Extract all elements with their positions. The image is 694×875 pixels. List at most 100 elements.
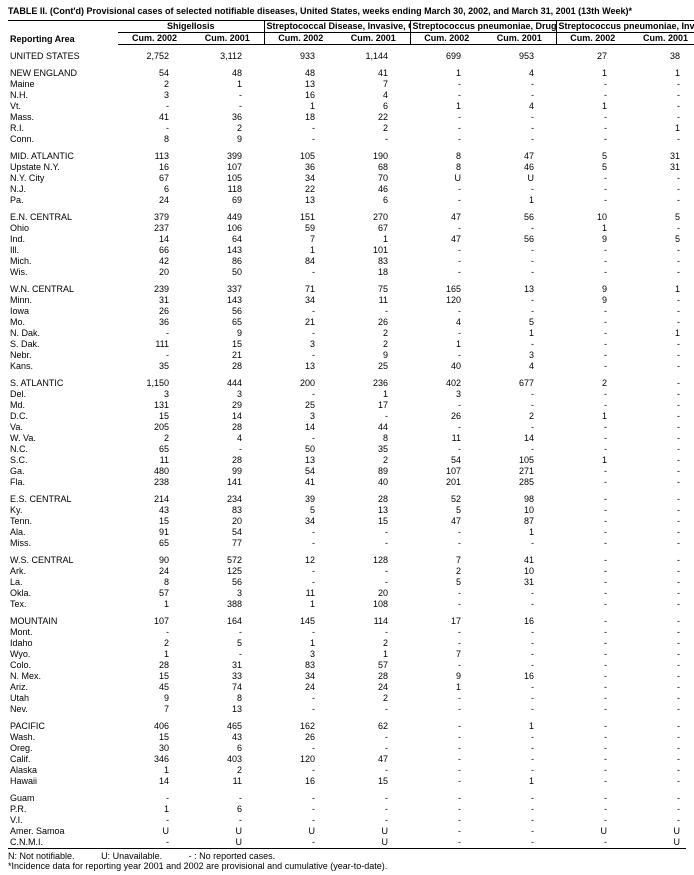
data-cell: 50 (264, 444, 337, 455)
data-cell: 34 (264, 671, 337, 682)
data-cell: - (264, 350, 337, 361)
data-cell: - (556, 245, 629, 256)
data-cell: 66 (118, 245, 191, 256)
data-cell: - (264, 815, 337, 826)
data-cell: 22 (264, 184, 337, 195)
data-cell: - (483, 123, 556, 134)
data-cell: - (629, 195, 694, 206)
area-name: Upstate N.Y. (8, 162, 118, 173)
data-cell: 31 (629, 151, 694, 162)
data-cell: 105 (191, 173, 264, 184)
data-cell: 205 (118, 422, 191, 433)
data-cell: - (629, 317, 694, 328)
data-cell: 86 (191, 256, 264, 267)
data-cell: 43 (118, 505, 191, 516)
data-cell: - (556, 837, 629, 848)
data-cell: - (337, 704, 410, 715)
area-name: Ariz. (8, 682, 118, 693)
data-cell: 113 (118, 151, 191, 162)
table-row: Iowa2656------ (8, 306, 694, 317)
data-cell: - (629, 577, 694, 588)
data-cell: 26 (118, 306, 191, 317)
data-cell: - (629, 90, 694, 101)
table-row: Mich.42868483---- (8, 256, 694, 267)
reporting-area-header: Reporting Area (8, 21, 118, 45)
area-name: Fla. (8, 477, 118, 488)
data-cell: - (264, 389, 337, 400)
data-cell: 8 (191, 693, 264, 704)
data-cell: - (483, 627, 556, 638)
data-cell: - (483, 754, 556, 765)
table-row: Miss.6577------ (8, 538, 694, 549)
data-cell: 1 (556, 68, 629, 79)
data-cell: - (483, 693, 556, 704)
data-cell: 99 (191, 466, 264, 477)
data-cell: - (556, 682, 629, 693)
data-cell: 83 (191, 505, 264, 516)
table-row: Kans.35281325404-- (8, 361, 694, 372)
data-cell: 3 (264, 339, 337, 350)
data-cell: 145 (264, 616, 337, 627)
data-cell: 1 (191, 79, 264, 90)
table-row: V.I.-------- (8, 815, 694, 826)
data-cell: - (264, 538, 337, 549)
data-cell: 234 (191, 494, 264, 505)
table-row: Mo.3665212645-- (8, 317, 694, 328)
data-cell: - (629, 704, 694, 715)
data-cell: 44 (337, 422, 410, 433)
data-cell: - (483, 649, 556, 660)
area-name: V.I. (8, 815, 118, 826)
data-cell: - (556, 721, 629, 732)
data-cell: - (410, 328, 483, 339)
data-cell: 11 (264, 588, 337, 599)
data-cell: 57 (337, 660, 410, 671)
table-row: C.N.M.I.-U-U---U (8, 837, 694, 848)
data-cell: 2 (337, 328, 410, 339)
table-row: Conn.89------ (8, 134, 694, 145)
data-cell: 36 (264, 162, 337, 173)
data-cell: 36 (191, 112, 264, 123)
data-cell: - (629, 732, 694, 743)
area-name: Nev. (8, 704, 118, 715)
data-cell: - (629, 538, 694, 549)
table-row: S.C.1128132541051- (8, 455, 694, 466)
data-cell: 151 (264, 212, 337, 223)
table-title: TABLE II. (Cont'd) Provisional cases of … (8, 6, 686, 16)
data-cell: - (118, 350, 191, 361)
area-name: Miss. (8, 538, 118, 549)
data-cell: 26 (264, 732, 337, 743)
data-cell: 1 (410, 339, 483, 350)
data-cell: 114 (337, 616, 410, 627)
data-cell: - (556, 538, 629, 549)
data-cell: 7 (410, 649, 483, 660)
data-cell: - (629, 422, 694, 433)
data-cell: 16 (118, 162, 191, 173)
data-cell: - (410, 123, 483, 134)
data-cell: 24 (118, 566, 191, 577)
data-cell: - (410, 400, 483, 411)
data-cell: - (264, 328, 337, 339)
data-cell: 101 (337, 245, 410, 256)
area-name: Wis. (8, 267, 118, 278)
data-cell: - (629, 79, 694, 90)
data-cell: - (556, 444, 629, 455)
data-cell: - (118, 793, 191, 804)
data-cell: 2 (337, 123, 410, 134)
area-name: UNITED STATES (8, 51, 118, 62)
data-cell: - (483, 837, 556, 848)
data-cell: 35 (118, 361, 191, 372)
data-cell: - (483, 588, 556, 599)
data-cell: - (337, 577, 410, 588)
data-cell: - (556, 350, 629, 361)
data-cell: - (556, 577, 629, 588)
data-cell: - (118, 837, 191, 848)
data-cell: - (629, 112, 694, 123)
data-cell: - (118, 328, 191, 339)
data-cell: 9 (191, 134, 264, 145)
data-cell: 16 (483, 616, 556, 627)
data-cell: 699 (410, 51, 483, 62)
table-row: N.H.3-164---- (8, 90, 694, 101)
data-cell: - (629, 649, 694, 660)
data-cell: U (337, 837, 410, 848)
data-cell: - (483, 339, 556, 350)
